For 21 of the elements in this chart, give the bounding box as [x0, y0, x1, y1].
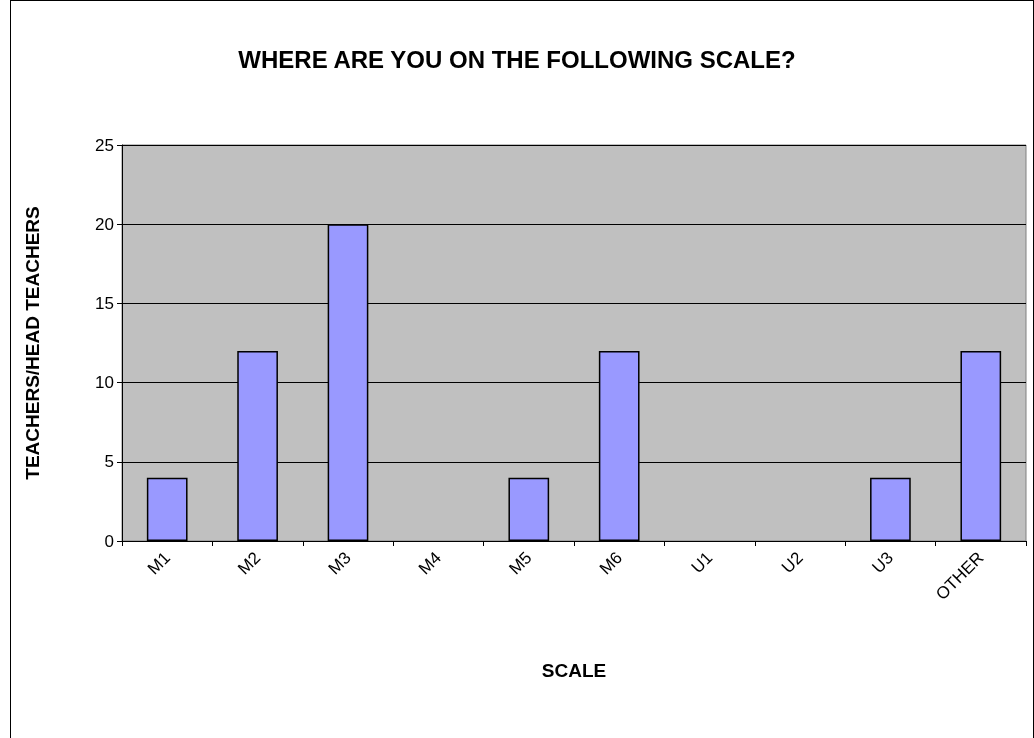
y-tick-label: 15	[95, 293, 114, 313]
bar	[870, 477, 911, 541]
x-tick-label: M5	[505, 548, 536, 579]
bar	[508, 477, 550, 541]
y-axis-title: TEACHERS/HEAD TEACHERS	[22, 206, 43, 480]
x-tick-label: M6	[595, 548, 626, 579]
x-tick-label: U1	[687, 548, 717, 578]
x-tick-label: U3	[868, 548, 898, 578]
x-tick-label: U2	[777, 548, 807, 578]
x-axis-title: SCALE	[541, 660, 607, 681]
x-tick-label: M1	[143, 548, 174, 579]
y-tick-label: 10	[95, 373, 114, 393]
x-tick-label: M3	[324, 548, 355, 579]
y-tick-label: 5	[104, 452, 114, 472]
y-tick-label: 25	[95, 135, 114, 155]
chart-title: WHERE ARE YOU ON THE FOLLOWING SCALE?	[238, 45, 796, 73]
x-tick-label: M4	[414, 548, 446, 579]
y-tick-label: 20	[95, 214, 114, 234]
y-tick-label: 0	[104, 531, 114, 551]
bar	[146, 477, 188, 541]
x-tick-label: M2	[234, 548, 265, 579]
